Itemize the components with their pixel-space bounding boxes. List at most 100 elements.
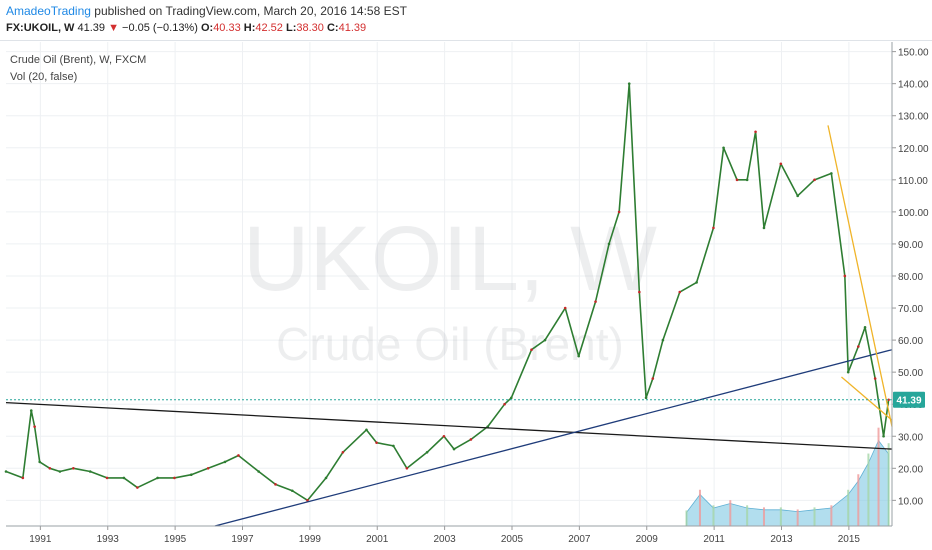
price-point [4, 470, 8, 473]
price-point [136, 486, 139, 489]
price-point [846, 370, 850, 374]
price-point [651, 377, 655, 380]
price-point [882, 434, 885, 438]
x-tick-label: 2005 [501, 534, 524, 545]
price-point [638, 290, 641, 294]
watermark-name: Crude Oil (Brent) [276, 318, 624, 370]
price-point [21, 476, 25, 480]
y-tick-label: 90.00 [898, 240, 923, 251]
price-point [88, 470, 92, 473]
y-tick-label: 70.00 [898, 304, 923, 315]
x-tick-label: 1997 [231, 534, 254, 545]
ohlc-line: FX:UKOIL, W 41.39 ▼ −0.05 (−0.13%) O:40.… [6, 22, 366, 34]
y-tick-label: 30.00 [898, 432, 923, 443]
x-tick-label: 2011 [703, 534, 725, 545]
price-point [237, 454, 240, 457]
price-point [58, 470, 62, 473]
price-point [873, 377, 877, 380]
price-line [5, 82, 890, 502]
price-point [796, 194, 799, 198]
high-value: 42.52 [255, 22, 283, 34]
price-point [830, 172, 833, 175]
y-tick-label: 120.00 [898, 144, 929, 155]
y-tick-label: 100.00 [898, 208, 929, 219]
price-point [173, 476, 176, 480]
x-tick-label: 1995 [164, 534, 187, 545]
price-point [206, 467, 210, 470]
price-point [425, 450, 429, 454]
chart-grid [6, 42, 892, 526]
price-point [813, 178, 816, 182]
volume-shape [686, 439, 890, 527]
price-series [4, 82, 890, 502]
low-value: 38.30 [296, 22, 324, 34]
last-price-label: 41.39 [896, 396, 921, 407]
trend-lines [5, 125, 893, 527]
low-label: L: [285, 22, 297, 34]
long-downtrend-line [5, 401, 893, 450]
legend-indicator: Vol (20, false) [10, 71, 78, 83]
x-tick-label: 1993 [97, 534, 120, 545]
price-point [105, 476, 109, 480]
price-point [306, 499, 309, 502]
price-point [857, 345, 860, 348]
price-point [543, 338, 547, 342]
price-point [392, 444, 395, 448]
channel-lower-line [841, 376, 893, 421]
volume-bar [847, 489, 850, 526]
price-point [469, 438, 473, 441]
volume-bar [887, 443, 890, 526]
price-point [762, 226, 766, 230]
volume-bar [813, 507, 816, 526]
volume-bar [685, 510, 688, 526]
volume-bar [857, 474, 860, 526]
y-tick-label: 130.00 [898, 112, 929, 123]
price-point [627, 82, 631, 85]
price-point [887, 398, 890, 402]
price-point [607, 242, 611, 246]
published-line: AmadeoTrading published on TradingView.c… [6, 4, 407, 18]
price-point [375, 441, 378, 444]
price-point [274, 483, 277, 486]
price-point [745, 178, 749, 182]
open-label: O: [200, 22, 214, 34]
y-tick-label: 150.00 [898, 48, 929, 59]
close-label: C: [326, 22, 339, 34]
close-value: 41.39 [338, 22, 367, 34]
price-point [530, 348, 533, 352]
price-point [452, 447, 456, 451]
chart-axes: 10.0020.0030.0040.0050.0060.0070.0080.00… [6, 42, 929, 545]
x-tick-label: 2015 [838, 534, 861, 545]
watermark-symbol: UKOIL, W [243, 208, 657, 310]
price-point [341, 450, 345, 454]
volume-bar [877, 427, 880, 526]
price-point [38, 460, 41, 464]
price-point [563, 306, 567, 310]
price-point [510, 396, 513, 400]
chart-legend: Crude Oil (Brent), W, FXCM Vol (20, fals… [10, 52, 146, 86]
x-tick-label: 1991 [29, 534, 52, 545]
x-tick-label: 2001 [366, 534, 389, 545]
volume-area [685, 427, 890, 527]
x-tick-label: 2009 [636, 534, 659, 545]
author-link[interactable]: AmadeoTrading [6, 4, 91, 18]
price-point [503, 402, 506, 406]
y-tick-label: 20.00 [898, 464, 923, 475]
price-point [617, 210, 621, 214]
price-point [189, 473, 193, 477]
price-point [405, 467, 409, 470]
price-point [712, 226, 715, 230]
price-point [156, 476, 159, 480]
price-point [223, 460, 227, 464]
header-bar: AmadeoTrading published on TradingView.c… [0, 0, 932, 41]
price-point [33, 425, 36, 428]
down-arrow-icon: ▼ [108, 22, 119, 34]
x-tick-label: 1999 [299, 534, 322, 545]
volume-bar [729, 500, 732, 526]
price-chart[interactable]: UKOIL, W Crude Oil (Brent) 10.00 20.00 30.… [0, 40, 932, 550]
volume-bar [779, 507, 782, 526]
price-point [843, 274, 847, 278]
price-point [594, 300, 597, 303]
price-point [324, 476, 328, 480]
price-point [678, 290, 682, 294]
